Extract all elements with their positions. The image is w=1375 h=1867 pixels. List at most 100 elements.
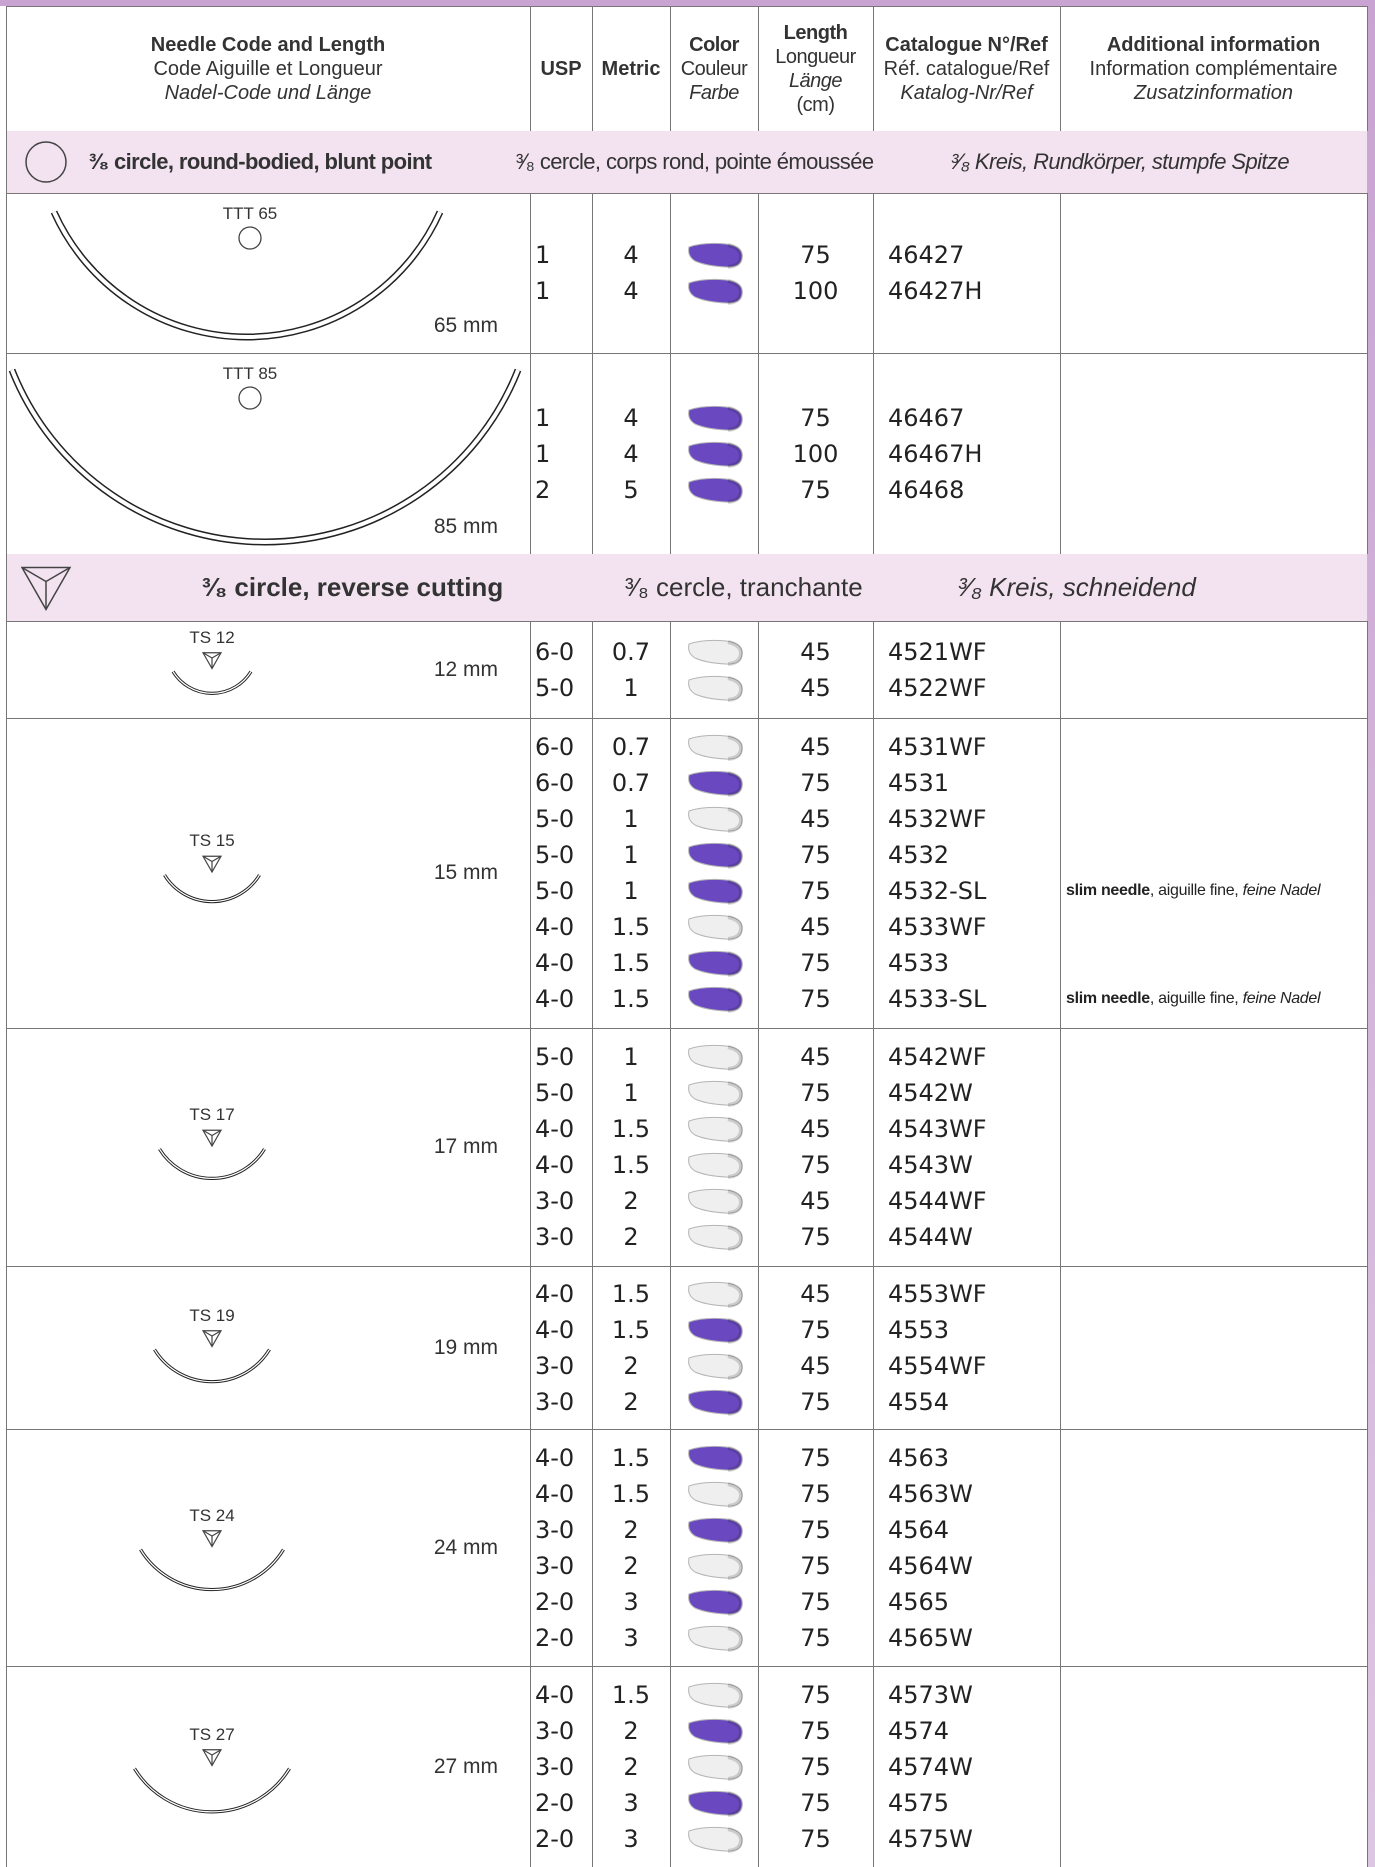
column-rule — [670, 1666, 671, 1867]
suture-swatch-shade — [727, 1189, 744, 1215]
row-rule — [6, 353, 1367, 354]
catalogue-ref: 46468 — [888, 475, 965, 504]
suture-swatch — [688, 734, 743, 760]
catalogue-ref: 46467 — [888, 403, 965, 432]
usp: 3-0 — [535, 1387, 575, 1416]
header-line: Code Aiguille et Longueur — [153, 57, 383, 80]
column-rule — [1060, 193, 1061, 353]
catalogue-ref: 4544WF — [888, 1187, 987, 1215]
catalogue-ref: 4565W — [888, 1623, 973, 1652]
catalogue-ref: 4544W — [888, 1223, 973, 1251]
length: 75 — [800, 841, 831, 869]
suture-swatch-shade — [727, 879, 744, 905]
usp: 4-0 — [535, 1479, 575, 1508]
column-rule — [670, 6, 671, 131]
metric: 1 — [623, 841, 639, 869]
suture-swatch — [688, 1517, 743, 1543]
row-rule — [6, 193, 1367, 194]
length: 75 — [800, 1223, 831, 1251]
suture-swatch-shade — [727, 1826, 744, 1853]
length: 45 — [800, 1351, 831, 1380]
header-line: Zusatzinformation — [1134, 81, 1293, 104]
suture-color — [688, 1553, 744, 1580]
suture-color — [688, 1790, 744, 1817]
suture-color — [688, 1080, 744, 1107]
column-rule — [530, 1666, 531, 1867]
metric: 2 — [623, 1515, 639, 1544]
suture-color — [688, 639, 744, 666]
suture-color — [688, 1224, 744, 1251]
column-rule — [530, 6, 531, 131]
length: 45 — [800, 1043, 831, 1071]
column-rule — [530, 193, 531, 353]
header-cell: USP — [530, 6, 592, 131]
column-rule — [1367, 621, 1368, 718]
suture-swatch — [688, 1826, 743, 1852]
suture-swatch-shade — [727, 1045, 744, 1071]
suture-swatch-shade — [727, 279, 744, 305]
suture-color — [688, 914, 744, 941]
metric: 1 — [623, 877, 639, 905]
suture-swatch-shade — [727, 1153, 744, 1179]
cutting-icon-line — [211, 1129, 222, 1137]
row-rule — [6, 718, 1367, 719]
metric: 2 — [623, 1351, 639, 1380]
length: 75 — [800, 1387, 831, 1416]
needle-code: TTT 85 — [222, 364, 278, 383]
suture-color — [688, 806, 744, 833]
usp: 3-0 — [535, 1187, 575, 1215]
cutting-icon — [201, 855, 223, 874]
metric: 1 — [623, 673, 639, 702]
suture-color — [688, 986, 744, 1013]
cutting-icon-line — [211, 855, 222, 863]
cutting-icon-line — [202, 1530, 213, 1537]
suture-swatch — [688, 1353, 743, 1379]
catalogue-ref: 4543W — [888, 1151, 973, 1179]
catalogue-ref: 4533 — [888, 949, 950, 977]
suture-swatch-shade — [727, 843, 744, 869]
usp: 2-0 — [535, 1623, 575, 1652]
suture-swatch-shade — [727, 1682, 744, 1709]
catalogue-ref: 4565 — [888, 1587, 950, 1616]
length: 75 — [800, 1479, 831, 1508]
suture-swatch-shade — [727, 951, 744, 977]
metric: 2 — [623, 1187, 639, 1215]
length: 75 — [800, 1587, 831, 1616]
catalogue-ref: 4573W — [888, 1680, 973, 1709]
column-rule — [758, 6, 759, 131]
suture-color — [688, 675, 744, 702]
suture-swatch — [688, 842, 743, 868]
suture-swatch-shade — [727, 987, 744, 1013]
metric: 1.5 — [611, 1151, 651, 1179]
header-line: Length — [783, 21, 848, 44]
column-rule — [670, 353, 671, 554]
column-rule — [758, 353, 759, 554]
column-rule — [592, 1266, 593, 1429]
suture-swatch — [688, 1044, 743, 1070]
suture-swatch-shade — [727, 243, 744, 269]
usp: 4-0 — [535, 949, 575, 977]
additional-info: slim needle, aiguille fine, feine Nadel — [1066, 981, 1366, 1017]
metric: 5 — [623, 475, 639, 504]
length: 75 — [800, 403, 831, 432]
top-frame — [0, 0, 1375, 6]
column-rule — [1060, 6, 1061, 131]
suture-swatch-shade — [727, 1553, 744, 1580]
suture-color — [688, 950, 744, 977]
catalogue-ref: 4575W — [888, 1824, 973, 1853]
column-rule — [670, 718, 671, 1028]
metric: 1 — [623, 1043, 639, 1071]
catalogue-ref: 4563 — [888, 1443, 950, 1472]
suture-swatch — [688, 986, 743, 1012]
length: 45 — [800, 637, 831, 666]
cutting-icon-line — [211, 652, 222, 659]
catalogue-ref: 4533WF — [888, 913, 987, 941]
right-frame — [1367, 0, 1375, 1867]
column-rule — [1060, 718, 1061, 1028]
column-rule — [758, 718, 759, 1028]
suture-swatch-shade — [727, 807, 744, 833]
catalogue-ref: 4542WF — [888, 1043, 987, 1071]
column-rule — [530, 718, 531, 1028]
needle-drawing — [153, 1330, 271, 1384]
column-rule — [873, 353, 874, 554]
